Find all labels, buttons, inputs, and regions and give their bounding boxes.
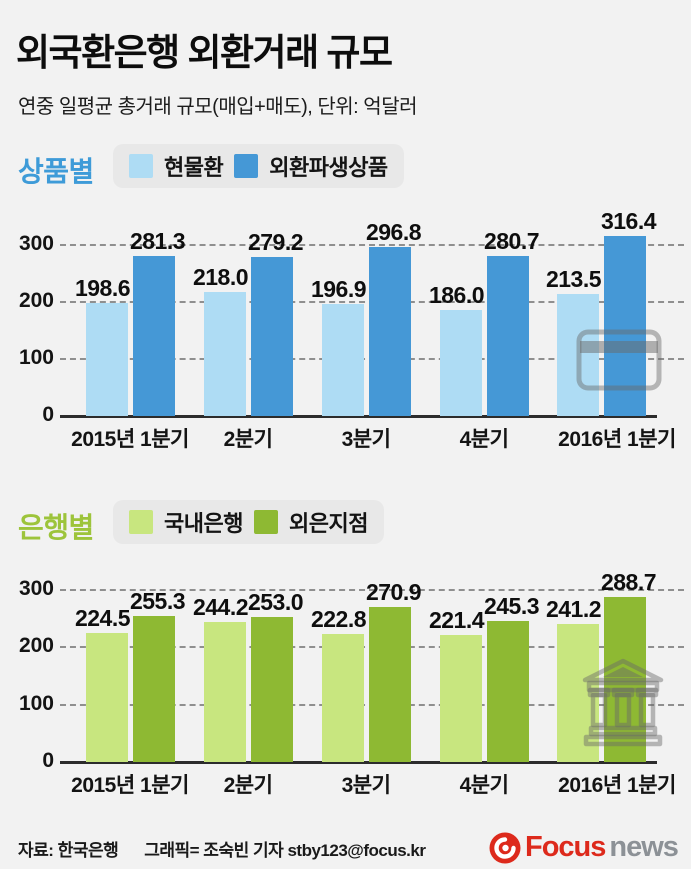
section-label-products: 상품별 [18, 156, 94, 187]
bar-value-label: 279.2 [247, 228, 304, 255]
section-label-banks: 은행별 [18, 512, 94, 543]
legend-swatch-fx-derivatives [234, 154, 259, 178]
bar-value-label: 224.5 [74, 605, 131, 632]
legend-label-spot-exchange: 현물환 [164, 155, 224, 180]
bar [439, 309, 482, 416]
bar [486, 621, 529, 762]
bar [603, 596, 646, 762]
x-tick-label: 2016년 1분기 [558, 774, 676, 797]
bar-value-label: 213.5 [545, 266, 602, 293]
axis-baseline [60, 415, 657, 418]
bar [203, 291, 246, 416]
axis-baseline [60, 761, 657, 764]
bar [556, 623, 599, 762]
legend-label-fx-derivatives: 외환파생상품 [269, 155, 388, 180]
bar-value-label: 296.8 [365, 218, 422, 245]
page-subtitle: 연중 일평균 총거래 규모(매입+매도), 단위: 억달러 [18, 96, 418, 118]
x-tick-label: 3분기 [341, 774, 391, 797]
x-tick-label: 2016년 1분기 [558, 428, 676, 451]
y-tick-label: 100 [18, 691, 54, 715]
legend-banks: 국내은행 외은지점 [113, 500, 384, 544]
gridline-300 [60, 244, 684, 246]
bar [85, 302, 128, 416]
bar-value-label: 198.6 [74, 274, 131, 301]
bar [321, 634, 364, 762]
bank-icon [582, 658, 664, 747]
footer: 자료: 한국은행 그래픽= 조숙빈 기자 stby123@focus.kr [18, 836, 426, 861]
bar-value-label: 241.2 [545, 595, 602, 622]
y-tick-label: 0 [42, 749, 54, 772]
bar [203, 622, 246, 762]
bar-value-label: 186.0 [428, 281, 485, 308]
x-tick-label: 2분기 [223, 774, 273, 797]
bar [486, 256, 529, 416]
bar [85, 633, 128, 762]
legend-label-domestic-banks: 국내은행 [164, 511, 243, 536]
y-tick-label: 300 [18, 232, 54, 255]
bar [132, 255, 175, 416]
bar-value-label: 221.4 [428, 607, 485, 634]
bar [132, 615, 175, 762]
focus-news-swirl-icon [489, 832, 521, 863]
bar-value-label: 281.3 [129, 227, 186, 254]
bar-value-label: 270.9 [365, 578, 422, 605]
x-tick-label: 3분기 [341, 428, 391, 451]
credit-card-icon [576, 329, 662, 391]
bar [368, 246, 411, 416]
logo-text-news: news [609, 831, 679, 863]
focus-news-logo: Focus news [489, 831, 679, 864]
x-tick-label: 2분기 [223, 428, 273, 451]
legend-products: 현물환 외환파생상품 [113, 144, 404, 188]
logo-text-focus: Focus [525, 831, 606, 863]
bar [250, 256, 293, 416]
bar-value-label: 288.7 [600, 568, 657, 595]
bar [603, 235, 646, 416]
x-tick-label: 2015년 1분기 [71, 774, 189, 797]
y-tick-label: 0 [42, 403, 54, 426]
y-tick-label: 100 [18, 346, 54, 369]
bar-value-label: 244.2 [192, 594, 249, 621]
bar-value-label: 222.8 [310, 606, 367, 633]
footer-credit: 그래픽= 조숙빈 기자 stby123@focus.kr [144, 841, 426, 860]
gridline-300 [60, 589, 684, 592]
legend-label-foreign-branches: 외은지점 [288, 511, 368, 536]
x-tick-label: 4분기 [459, 774, 509, 797]
footer-source: 자료: 한국은행 [18, 841, 119, 860]
bar-value-label: 245.3 [483, 593, 540, 620]
bar-value-label: 253.0 [247, 589, 304, 616]
legend-swatch-spot-exchange [129, 154, 153, 178]
bar [321, 303, 364, 416]
bar-value-label: 280.7 [483, 228, 540, 254]
bar [439, 635, 482, 762]
x-tick-label: 2015년 1분기 [71, 428, 189, 451]
bar-value-label: 316.4 [600, 207, 657, 234]
y-tick-label: 200 [18, 634, 54, 658]
y-tick-label: 200 [18, 289, 54, 312]
x-tick-label: 4분기 [459, 428, 509, 451]
bar [368, 606, 411, 762]
bar [250, 617, 293, 762]
bar-value-label: 255.3 [129, 587, 186, 614]
legend-swatch-foreign-branches [253, 510, 278, 534]
page-title: 외국환은행 외환거래 규모 [16, 32, 393, 73]
bar [556, 294, 599, 416]
legend-swatch-domestic-banks [129, 510, 153, 534]
y-tick-label: 300 [18, 577, 54, 601]
bar-value-label: 196.9 [310, 275, 367, 302]
bar-value-label: 218.0 [192, 263, 249, 290]
